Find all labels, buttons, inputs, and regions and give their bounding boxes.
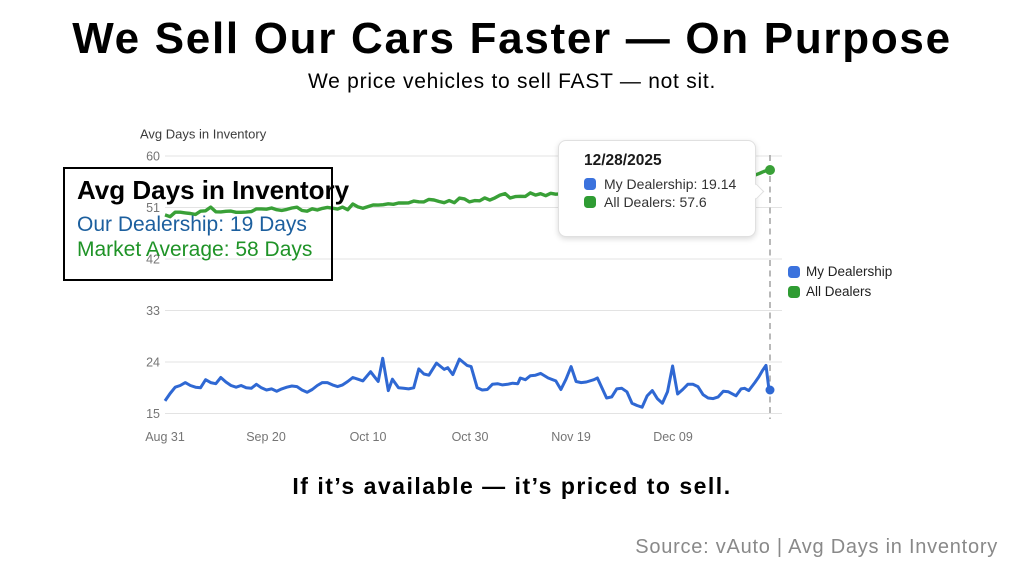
- svg-text:Sep 20: Sep 20: [246, 430, 286, 444]
- svg-text:Aug 31: Aug 31: [145, 430, 185, 444]
- svg-text:15: 15: [146, 407, 160, 421]
- svg-text:Nov 19: Nov 19: [551, 430, 591, 444]
- svg-text:42: 42: [146, 253, 160, 267]
- svg-text:51: 51: [146, 201, 160, 215]
- svg-text:Avg Days in Inventory: Avg Days in Inventory: [140, 127, 267, 142]
- svg-text:33: 33: [146, 304, 160, 318]
- svg-text:24: 24: [146, 356, 160, 370]
- svg-text:60: 60: [146, 150, 160, 164]
- svg-text:Oct 30: Oct 30: [452, 430, 489, 444]
- svg-text:Oct 10: Oct 10: [350, 430, 387, 444]
- svg-text:Dec 09: Dec 09: [653, 430, 693, 444]
